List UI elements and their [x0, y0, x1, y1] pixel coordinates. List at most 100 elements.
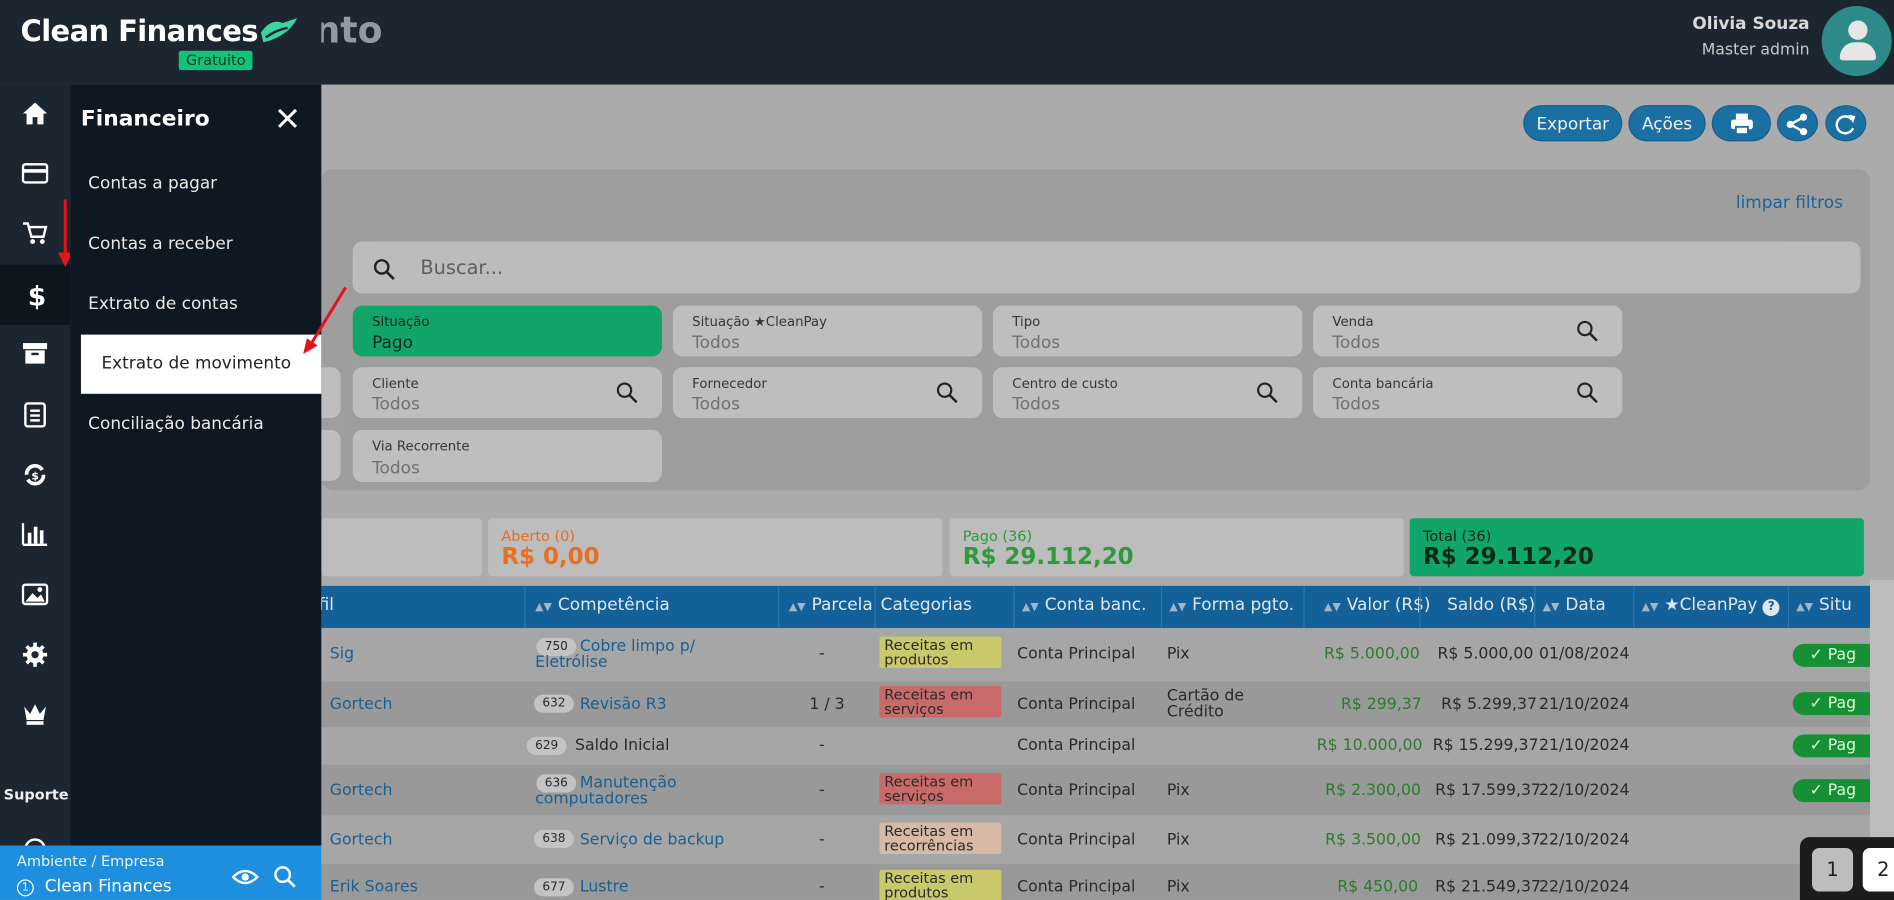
- filter-via-recorrente[interactable]: Via Recorrente Todos: [352, 430, 662, 482]
- desc-link[interactable]: Cobre limpo p/: [579, 637, 696, 656]
- col-data[interactable]: ▲▼ Data: [1534, 585, 1633, 629]
- col-valor[interactable]: ▲▼ Valor (R$): [1303, 585, 1430, 629]
- category-tag: Receitas em produtos: [879, 869, 1002, 900]
- summary-card-pago[interactable]: Pago (36) R$ 29.112,20: [949, 518, 1404, 577]
- filter-tipo[interactable]: Tipo Todos: [992, 305, 1303, 357]
- filter-label: Centro de custo: [1012, 375, 1118, 392]
- home-icon: [22, 102, 48, 125]
- filter-centro-custo[interactable]: Centro de custo Todos: [992, 367, 1303, 418]
- table-header: rfil ▲▼ Competência ▲▼ Parcela Categorias …: [312, 585, 1880, 629]
- filter-situacao[interactable]: Situação Pago: [352, 305, 662, 357]
- filter-venda[interactable]: Venda Todos: [1313, 305, 1623, 357]
- environment-bar[interactable]: Ambiente / Empresa 1 Clean Finances: [0, 845, 322, 900]
- col-conta[interactable]: ▲▼ Conta banc.: [1013, 585, 1161, 629]
- search-icon[interactable]: [936, 382, 958, 404]
- nav-sales[interactable]: [0, 204, 70, 264]
- category-tag: Receitas em serviços: [879, 686, 1002, 718]
- svg-text:$: $: [31, 470, 39, 483]
- search-icon[interactable]: [1576, 320, 1598, 342]
- filter-label: Cliente: [372, 375, 419, 392]
- share-icon: [1786, 113, 1808, 136]
- clear-filters-link[interactable]: limpar filtros: [1735, 193, 1843, 213]
- search-icon: [373, 259, 395, 280]
- eye-icon[interactable]: [231, 867, 259, 886]
- page-2-button[interactable]: 2: [1862, 848, 1894, 892]
- filter-value: Todos: [1012, 333, 1061, 353]
- search-placeholder: Buscar...: [420, 256, 504, 280]
- filter-hidden: [321, 367, 341, 418]
- arrow-down-icon: [57, 199, 73, 267]
- gear-icon: [22, 642, 48, 667]
- avatar[interactable]: [1821, 6, 1892, 77]
- col-competencia[interactable]: ▲▼ Competência: [524, 585, 778, 629]
- desc-link[interactable]: Eletrólise: [535, 653, 608, 672]
- status-badge: ✓ Pag: [1792, 643, 1890, 667]
- table-row[interactable]: Sig 750 Cobre limpo p/ Eletrólise - Cont…: [321, 628, 1870, 682]
- filter-conta-bancaria[interactable]: Conta bancária Todos: [1313, 367, 1623, 418]
- table-row[interactable]: Gortech 632 Revisão R3 1 / 3 Conta Princ…: [321, 681, 1870, 728]
- menu-item-contas-pagar[interactable]: Contas a pagar: [88, 173, 218, 194]
- nav-recurring[interactable]: $: [0, 445, 70, 505]
- nav-stock[interactable]: [0, 324, 70, 384]
- help-icon[interactable]: ?: [1762, 599, 1780, 617]
- nav-settings[interactable]: [0, 625, 70, 685]
- dollar-icon: $: [28, 282, 46, 311]
- search-icon[interactable]: [1256, 382, 1278, 404]
- search-input[interactable]: Buscar...: [352, 241, 1861, 294]
- nav-financeiro[interactable]: $: [0, 264, 71, 325]
- filter-value: Todos: [372, 395, 420, 415]
- user-info[interactable]: Olivia Souza Master admin: [1692, 14, 1809, 59]
- nav-home[interactable]: [0, 85, 70, 145]
- export-button[interactable]: Exportar: [1523, 105, 1623, 142]
- search-icon[interactable]: [273, 865, 297, 889]
- table-row[interactable]: 629 Saldo Inicial - Conta Principal R$ 1…: [321, 727, 1870, 765]
- status-badge: ✓ Pag: [1792, 734, 1890, 758]
- cart-icon: [22, 222, 48, 245]
- col-situacao[interactable]: ▲▼ Situ: [1787, 585, 1852, 629]
- menu-item-contas-receber[interactable]: Contas a receber: [88, 234, 233, 254]
- refresh-button[interactable]: [1825, 105, 1867, 142]
- menu-item-conciliacao[interactable]: Conciliação bancária: [88, 414, 264, 434]
- summary-card-aberto[interactable]: Aberto (0) R$ 0,00: [488, 518, 943, 577]
- close-icon[interactable]: [277, 108, 299, 130]
- page-1-button[interactable]: 1: [1811, 848, 1854, 892]
- nav-gallery[interactable]: [0, 565, 70, 625]
- filter-label: Venda: [1332, 314, 1374, 330]
- filter-fornecedor[interactable]: Fornecedor Todos: [672, 367, 983, 418]
- user-role: Master admin: [1701, 41, 1810, 60]
- table-row[interactable]: Erik Soares 677 Lustre - Conta Principal…: [321, 863, 1870, 900]
- icon-rail: $ $: [0, 84, 71, 850]
- summary-card-hidden: [321, 518, 482, 577]
- card-value: R$ 0,00: [501, 543, 600, 571]
- menu-item-extrato-movimento[interactable]: Extrato de movimento: [80, 334, 322, 394]
- col-forma[interactable]: ▲▼ Forma pgto.: [1160, 585, 1304, 629]
- card-label: Aberto (0): [501, 527, 576, 545]
- search-icon[interactable]: [616, 382, 638, 404]
- filter-cliente[interactable]: Cliente Todos: [352, 367, 662, 418]
- nav-cards[interactable]: [0, 144, 70, 204]
- clipboard-icon: [24, 402, 46, 428]
- filter-situacao-cleanpay[interactable]: Situação ★CleanPay Todos: [672, 305, 983, 357]
- logo[interactable]: Clean Finances Gratuito: [0, 0, 322, 85]
- summary-card-total[interactable]: Total (36) R$ 29.112,20: [1409, 518, 1864, 577]
- brand-name: Clean Finances: [20, 14, 259, 49]
- print-button[interactable]: [1711, 105, 1771, 142]
- support-label[interactable]: Suporte: [3, 786, 69, 804]
- share-button[interactable]: [1776, 105, 1819, 142]
- table-row[interactable]: Gortech 638 Serviço de backup - Conta Pr…: [321, 815, 1870, 864]
- col-categorias[interactable]: Categorias: [874, 585, 1014, 629]
- card-value: R$ 29.112,20: [962, 543, 1134, 571]
- filter-label: Conta bancária: [1332, 375, 1434, 392]
- table-row[interactable]: Gortech 636 Manutenção computadores - Co…: [321, 764, 1870, 816]
- nav-charts[interactable]: [0, 505, 70, 565]
- menu-item-extrato-contas[interactable]: Extrato de contas: [88, 294, 238, 315]
- credit-card-icon: [21, 163, 49, 184]
- col-cleanpay[interactable]: ▲▼ ★CleanPay ?: [1633, 585, 1788, 629]
- logo-icon: [260, 18, 298, 43]
- col-parcela[interactable]: ▲▼ Parcela: [777, 585, 875, 629]
- filter-label: Fornecedor: [692, 375, 767, 392]
- nav-premium[interactable]: [0, 685, 70, 745]
- actions-button[interactable]: Ações: [1628, 105, 1706, 142]
- nav-reports[interactable]: [0, 384, 70, 444]
- search-icon[interactable]: [1576, 382, 1598, 404]
